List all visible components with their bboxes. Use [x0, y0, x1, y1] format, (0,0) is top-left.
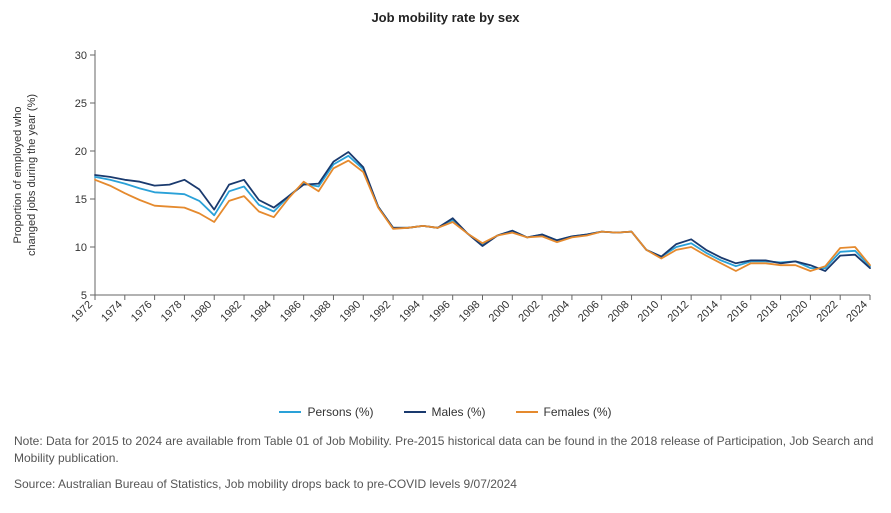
x-tick-label: 2024	[844, 299, 870, 325]
y-tick-label: 15	[75, 194, 87, 206]
y-tick-label: 20	[75, 146, 87, 158]
chart-title: Job mobility rate by sex	[0, 0, 891, 25]
x-tick-label: 2016	[725, 299, 751, 325]
x-tick-label: 2014	[695, 299, 721, 325]
legend-swatch	[516, 411, 538, 413]
x-tick-label: 2020	[785, 299, 811, 325]
line-chart: 51015202530Proportion of employed whocha…	[0, 25, 891, 365]
y-axis-label: Proportion of employed whochanged jobs d…	[12, 94, 38, 256]
x-tick-label: 1974	[99, 299, 125, 325]
x-tick-label: 1978	[159, 299, 185, 325]
legend-swatch	[279, 411, 301, 413]
legend-item-females: Females (%)	[516, 405, 612, 419]
x-tick-label: 2004	[546, 299, 572, 325]
x-tick-label: 1994	[397, 299, 423, 325]
y-tick-label: 10	[75, 242, 87, 254]
x-tick-label: 2012	[665, 299, 691, 325]
svg-text:changed jobs during the year (: changed jobs during the year (%)	[26, 94, 38, 256]
x-tick-label: 2010	[636, 299, 662, 325]
x-tick-label: 1988	[308, 299, 334, 325]
x-tick-label: 1986	[278, 299, 304, 325]
x-tick-label: 2002	[516, 299, 542, 325]
x-tick-label: 1982	[218, 299, 244, 325]
x-tick-label: 2008	[606, 299, 632, 325]
chart-container: 51015202530Proportion of employed whocha…	[0, 25, 891, 405]
note-text: Note: Data for 2015 to 2024 are availabl…	[14, 433, 877, 468]
legend-label: Persons (%)	[307, 405, 373, 419]
legend-item-persons: Persons (%)	[279, 405, 373, 419]
legend-label: Males (%)	[432, 405, 486, 419]
legend-swatch	[404, 411, 426, 413]
x-tick-label: 1976	[129, 299, 155, 325]
x-tick-label: 1998	[457, 299, 483, 325]
y-tick-label: 30	[75, 50, 87, 62]
x-tick-label: 1992	[367, 299, 393, 325]
legend: Persons (%) Males (%) Females (%)	[0, 405, 891, 419]
series-line-females	[95, 161, 870, 271]
x-tick-label: 1980	[189, 299, 215, 325]
x-tick-label: 2022	[815, 299, 841, 325]
legend-item-males: Males (%)	[404, 405, 486, 419]
x-tick-label: 2000	[487, 299, 513, 325]
source-text: Source: Australian Bureau of Statistics,…	[14, 476, 877, 493]
svg-text:Proportion of employed who: Proportion of employed who	[12, 107, 24, 244]
legend-label: Females (%)	[544, 405, 612, 419]
x-tick-label: 2006	[576, 299, 602, 325]
y-tick-label: 25	[75, 98, 87, 110]
x-tick-label: 1972	[69, 299, 95, 325]
x-tick-label: 1996	[427, 299, 453, 325]
x-tick-label: 1990	[338, 299, 364, 325]
x-tick-label: 1984	[248, 299, 274, 325]
x-tick-label: 2018	[755, 299, 781, 325]
series-line-persons	[95, 156, 870, 268]
footnotes: Note: Data for 2015 to 2024 are availabl…	[0, 419, 891, 493]
